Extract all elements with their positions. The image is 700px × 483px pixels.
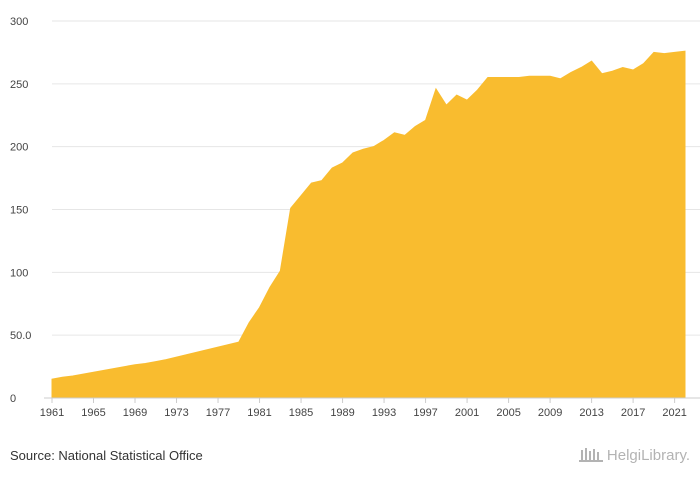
y-tick-label: 100 — [10, 267, 28, 279]
x-tick-label: 1981 — [247, 407, 271, 419]
y-tick-label: 50.0 — [10, 330, 31, 342]
y-tick-label: 250 — [10, 79, 28, 91]
x-tick-label: 1965 — [81, 407, 105, 419]
x-axis-labels: 1961 1965 1969 1973 1977 1981 1985 1989 1993 1997… — [40, 407, 687, 419]
brand-name: HelgiLibrary. — [606, 446, 690, 464]
source-note: Source: National Statistical Office — [10, 448, 203, 463]
x-tick-label: 1973 — [164, 407, 188, 419]
x-tick-label: 2009 — [538, 407, 562, 419]
x-tick-label: 2013 — [579, 407, 603, 419]
y-tick-label: 150 — [10, 205, 28, 217]
y-axis: 0 50.0 100 150 200 250 300 — [10, 16, 31, 405]
area-series — [51, 50, 686, 399]
x-tick-label: 2001 — [455, 407, 479, 419]
helgi-library-logo[interactable]: HelgiLibrary. — [578, 446, 690, 464]
y-tick-label: 0 — [10, 393, 16, 405]
x-tick-label: 1969 — [123, 407, 147, 419]
x-tick-label: 2017 — [621, 407, 645, 419]
y-tick-label: 200 — [10, 142, 28, 154]
x-tick-label: 1977 — [206, 407, 230, 419]
x-tick-label: 2005 — [496, 407, 520, 419]
x-tick-label: 1997 — [413, 407, 437, 419]
x-axis — [44, 397, 700, 403]
x-tick-label: 1985 — [289, 407, 313, 419]
x-tick-label: 1989 — [330, 407, 354, 419]
library-building-icon — [578, 446, 603, 464]
area-chart: 0 50.0 100 150 200 250 300 1961 1965 1969 1973 197… — [10, 16, 700, 419]
y-tick-label: 300 — [10, 16, 28, 28]
x-tick-label: 1993 — [372, 407, 396, 419]
x-tick-label: 1961 — [40, 407, 64, 419]
area-series-path — [51, 50, 686, 399]
x-tick-label: 2021 — [662, 407, 686, 419]
